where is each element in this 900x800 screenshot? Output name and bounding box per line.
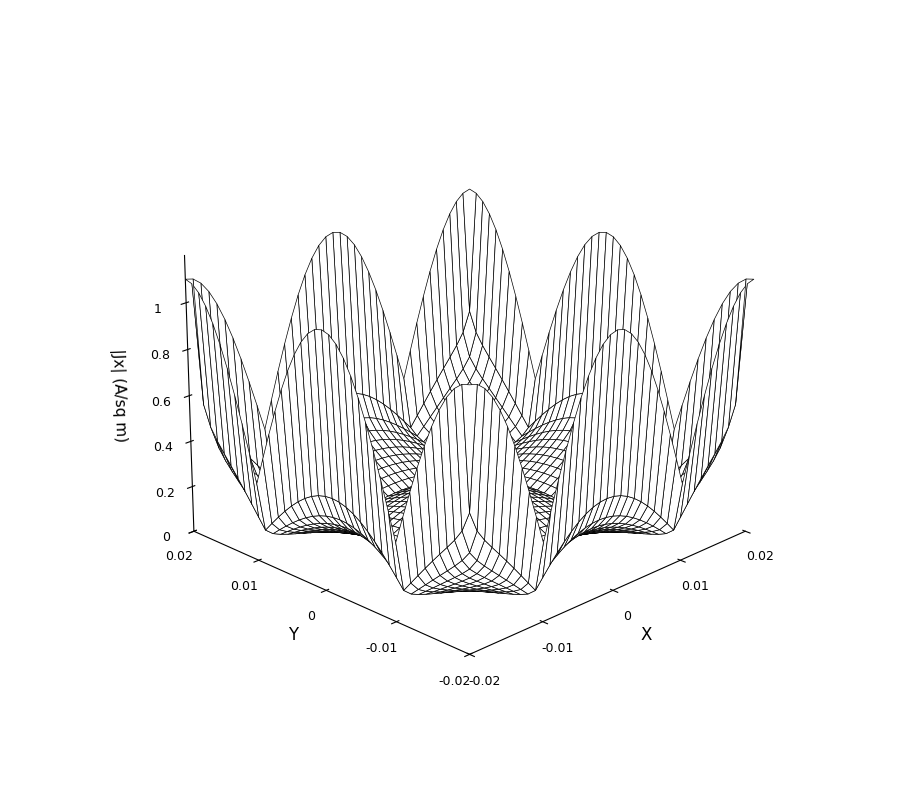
Y-axis label: Y: Y [288,626,298,644]
X-axis label: X: X [641,626,652,644]
